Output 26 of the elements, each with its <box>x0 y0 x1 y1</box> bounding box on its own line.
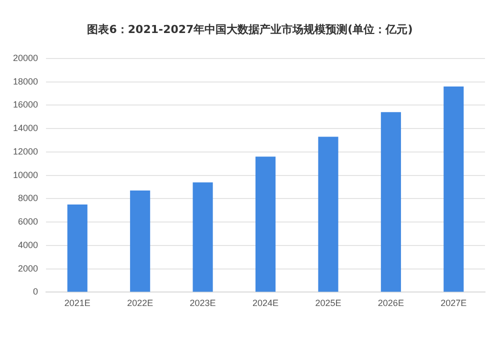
bar <box>380 112 401 292</box>
y-tick-label: 20000 <box>12 52 38 63</box>
x-tick-label: 2027E <box>440 298 467 308</box>
bar <box>255 156 276 292</box>
bar <box>67 204 88 292</box>
y-tick-label: 12000 <box>12 146 38 156</box>
bar <box>130 190 150 292</box>
y-tick-label: 8000 <box>18 193 38 204</box>
x-tick-label: 2025E <box>315 298 342 308</box>
y-tick-label: 16000 <box>12 100 38 110</box>
x-tick-label: 2022E <box>127 298 154 308</box>
chart-title: 图表6：2021-2027年中国大数据产业市场规模预测(单位：亿元) <box>86 22 414 37</box>
y-tick-label: 18000 <box>12 76 38 86</box>
x-tick-label: 2026E <box>378 298 404 308</box>
bar <box>444 86 464 292</box>
y-tick-label: 10000 <box>12 170 38 180</box>
x-tick-label: 2024E <box>252 298 279 308</box>
y-tick-label: 0 <box>33 286 38 297</box>
bar <box>192 182 213 292</box>
y-tick-label: 2000 <box>18 263 38 274</box>
y-tick-label: 14000 <box>12 123 38 134</box>
x-tick-label: 2021E <box>64 298 90 308</box>
bar <box>318 136 338 292</box>
x-tick-label: 2023E <box>190 298 216 308</box>
y-tick-label: 6000 <box>18 216 38 227</box>
y-tick-label: 4000 <box>18 240 38 250</box>
